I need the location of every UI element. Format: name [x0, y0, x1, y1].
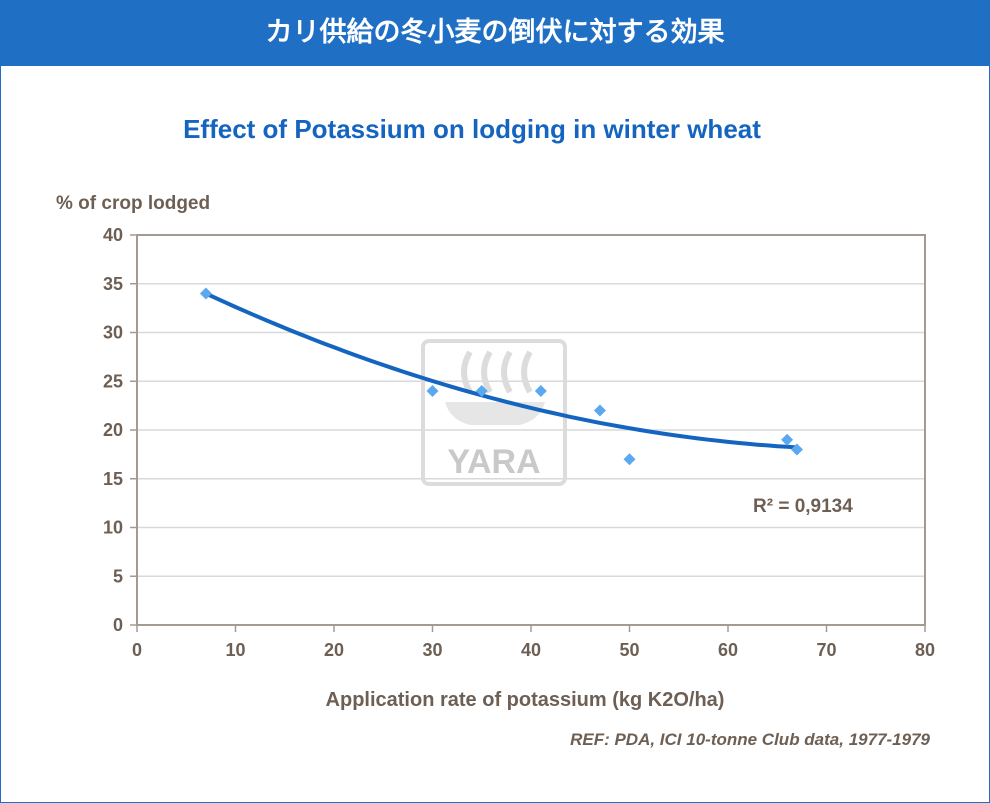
x-tick-label: 10: [225, 640, 245, 660]
y-tick-label: 35: [103, 274, 123, 294]
data-points: [199, 287, 803, 466]
x-tick-label: 50: [619, 640, 639, 660]
trendline: [203, 291, 799, 450]
data-point: [199, 287, 212, 300]
data-point: [623, 453, 636, 466]
y-tick-label: 10: [103, 518, 123, 538]
y-axis-label: % of crop lodged: [56, 193, 211, 214]
x-tick-label: 30: [422, 640, 442, 660]
x-tick-label: 0: [132, 640, 142, 660]
y-tick-label: 0: [113, 615, 123, 635]
data-point: [534, 385, 547, 397]
grid-lines: [137, 283, 925, 577]
banner-title: カリ供給の冬小麦の倒伏に対する効果: [0, 0, 990, 66]
x-axis-label: Application rate of potassium (kg K2O/ha…: [325, 689, 725, 711]
y-tick-label: 20: [103, 420, 123, 440]
x-tick-label: 60: [718, 640, 738, 660]
y-tick-label: 5: [113, 566, 123, 586]
r-squared-label: R² = 0,9134: [753, 496, 853, 517]
y-tick-label: 30: [103, 323, 123, 343]
data-point: [781, 433, 794, 446]
x-tick-label: 70: [816, 640, 836, 660]
x-tick-label: 20: [324, 640, 344, 660]
watermark-border: [421, 339, 567, 486]
data-point: [790, 443, 803, 456]
watermark-text: YARA: [447, 443, 540, 481]
chart-title: Effect of Potassium on lodging in winter…: [183, 114, 761, 144]
data-point: [426, 385, 439, 397]
y-tick-label: 25: [103, 371, 123, 391]
x-tick-label: 40: [521, 640, 541, 660]
y-tick-label: 15: [103, 469, 123, 489]
x-tick-label: 80: [915, 640, 935, 660]
y-axis-ticks: 0 5 10 15 20 25 30 35 40: [103, 225, 137, 635]
data-point: [593, 404, 606, 417]
viking-ship-icon: [445, 350, 545, 425]
y-tick-label: 40: [103, 225, 123, 245]
x-axis-ticks: 0 10 20 30 40 50 60 70 80: [132, 625, 935, 660]
reference-note: REF: PDA, ICI 10-tonne Club data, 1977-1…: [570, 730, 930, 749]
yara-logo-watermark: YARA: [421, 339, 567, 486]
data-point: [475, 385, 488, 397]
